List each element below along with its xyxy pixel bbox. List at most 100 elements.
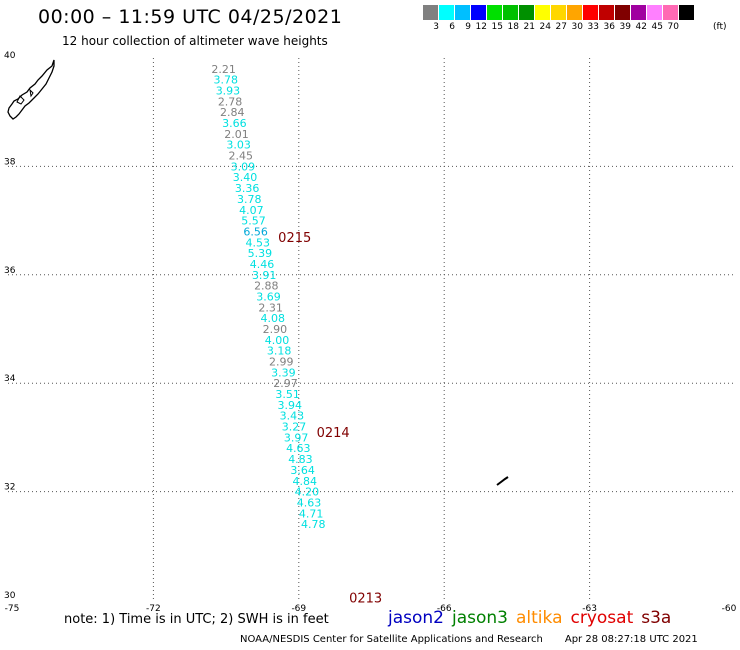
color-legend-label: 36 [603, 22, 615, 32]
color-swatch [679, 5, 695, 20]
satellite-jason2: jason2 [388, 608, 444, 628]
swh-value: 4.71 [299, 507, 324, 520]
swh-value: 3.97 [284, 431, 309, 444]
lon-tick-label: -69 [291, 604, 306, 614]
color-swatch [519, 5, 535, 20]
color-legend-label: 45 [651, 22, 663, 32]
credit-text: NOAA/NESDIS Center for Satellite Applica… [240, 634, 543, 645]
color-legend-label: 24 [539, 22, 551, 32]
swh-value: 2.45 [228, 150, 253, 163]
map-grid [8, 58, 735, 600]
color-swatch [567, 5, 583, 20]
color-legend-label: 3 [433, 22, 439, 32]
map-subtitle: 12 hour collection of altimeter wave hei… [62, 34, 328, 48]
lon-tick-label: -63 [582, 604, 597, 614]
color-legend-label: 42 [635, 22, 647, 32]
swh-value: 4.46 [250, 258, 275, 271]
swh-value: 3.03 [226, 139, 251, 152]
color-swatch [439, 5, 455, 20]
satellite-legend: jason2 jason3 altika cryosat s3a [388, 608, 679, 628]
lon-tick-label: -72 [146, 604, 161, 614]
axis-labels: -75 -72 -69 -66 -63 -60 40 38 36 34 32 30 [4, 51, 737, 614]
lon-tick-label: -75 [5, 604, 20, 614]
lon-tick-label: -60 [722, 604, 737, 614]
color-swatch [455, 5, 471, 20]
color-swatch [471, 5, 487, 20]
swh-value: 4.63 [297, 496, 322, 509]
swh-value: 5.57 [241, 215, 266, 228]
swh-value: 6.56 [243, 225, 268, 238]
swh-value: 4.20 [295, 486, 320, 499]
map-title: 00:00 – 11:59 UTC 04/25/2021 [38, 6, 343, 28]
swh-value: 3.69 [256, 290, 281, 303]
lat-tick-label: 40 [4, 51, 16, 61]
color-swatch [663, 5, 679, 20]
satellite-cryosat: cryosat [570, 608, 634, 628]
swh-value: 4.00 [265, 334, 290, 347]
swh-value: 2.99 [269, 356, 294, 369]
swh-value: 3.36 [235, 182, 260, 195]
generated-timestamp: Apr 28 08:27:18 UTC 2021 [564, 634, 698, 645]
color-swatch [551, 5, 567, 20]
swh-value: 3.93 [216, 85, 241, 98]
color-legend-label: 39 [619, 22, 631, 32]
swh-value: 3.39 [271, 366, 296, 379]
swh-value: 3.40 [233, 171, 258, 184]
color-swatch [423, 5, 439, 20]
lat-tick-label: 34 [4, 374, 16, 384]
color-legend-label: 70 [667, 22, 679, 32]
swh-value: 2.78 [218, 95, 243, 108]
swh-value: 3.18 [267, 345, 292, 358]
pass-label: 0214 [317, 426, 350, 441]
swh-value: 5.39 [248, 247, 273, 260]
swh-value: 4.84 [292, 475, 317, 488]
swh-value: 3.78 [237, 193, 262, 206]
swh-value: 3.27 [282, 421, 307, 434]
color-swatch [503, 5, 519, 20]
color-legend-label: 30 [571, 22, 583, 32]
swh-value: 4.08 [260, 312, 285, 325]
lat-tick-label: 38 [4, 157, 16, 167]
color-legend-labels: 3 6 9 12 15 18 21 24 27 30 33 36 39 42 45 70 [423, 22, 679, 32]
swh-value: 2.90 [263, 323, 288, 336]
color-legend-label: 27 [555, 22, 567, 32]
swh-value: 2.97 [273, 377, 298, 390]
color-swatch [583, 5, 599, 20]
pass-label: 0213 [349, 591, 382, 606]
color-legend-unit: (ft) [713, 22, 727, 32]
coastline-inlet [16, 88, 34, 105]
color-legend-label: 18 [507, 22, 519, 32]
color-swatch [599, 5, 615, 20]
coastline-us-east [7, 59, 55, 120]
altimeter-tracks: 2.213.783.932.782.843.662.013.032.453.09… [211, 63, 382, 606]
swh-value: 2.31 [258, 301, 283, 314]
swh-value: 3.66 [222, 117, 247, 130]
coastline [7, 59, 509, 486]
lat-tick-label: 32 [4, 483, 15, 493]
color-swatch [487, 5, 503, 20]
swh-value: 3.94 [278, 399, 303, 412]
swh-value: 3.51 [275, 388, 300, 401]
swh-value: 4.53 [246, 236, 271, 249]
satellite-altika: altika [516, 608, 563, 628]
swh-value: 3.91 [252, 269, 277, 282]
swh-value: 4.83 [288, 453, 313, 466]
lat-tick-label: 30 [4, 591, 16, 601]
satellite-s3a: s3a [641, 608, 672, 628]
swh-value: 4.63 [286, 442, 311, 455]
pass-label: 0215 [278, 231, 311, 246]
swh-value: 2.84 [220, 106, 245, 119]
color-legend-label: 12 [475, 22, 487, 32]
swh-value: 3.09 [231, 160, 256, 173]
swh-value: 4.07 [239, 204, 264, 217]
color-swatch [647, 5, 663, 20]
swh-value: 2.01 [224, 128, 249, 141]
footnote: note: 1) Time is in UTC; 2) SWH is in fe… [64, 612, 329, 627]
color-swatch [535, 5, 551, 20]
color-legend-label: 6 [449, 22, 455, 32]
color-legend [423, 5, 695, 20]
swh-value: 3.78 [214, 74, 239, 87]
swh-value: 3.43 [280, 410, 305, 423]
swh-value: 3.64 [290, 464, 315, 477]
